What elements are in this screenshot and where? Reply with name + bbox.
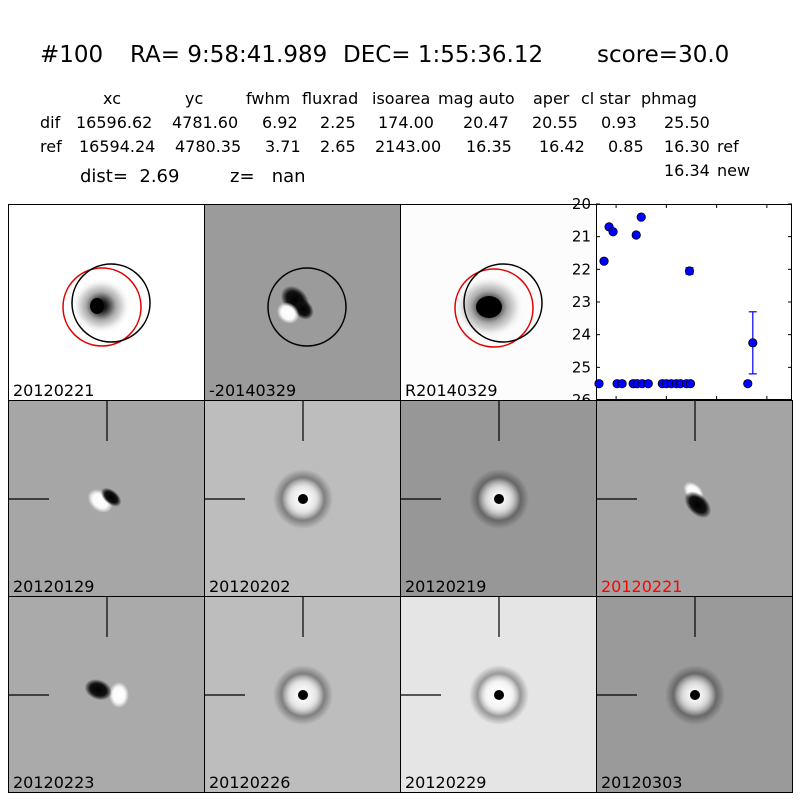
dif-fwhm: 6.92 — [262, 113, 298, 132]
diff-aperture-circle — [267, 267, 347, 347]
y-tick-label: 25 — [572, 358, 591, 376]
data-point — [617, 379, 627, 389]
data-point — [599, 256, 609, 266]
data-point — [636, 212, 646, 222]
ref-fluxrad: 2.65 — [320, 137, 356, 156]
panel-label: -20140329 — [209, 381, 297, 400]
stamp-panel-20120129: 20120129 — [8, 400, 205, 597]
dif-isoarea: 174.00 — [378, 113, 434, 132]
dif-phmag: 25.50 — [664, 113, 710, 132]
new-aperture-circle — [463, 263, 543, 343]
ref-mag-auto: 16.35 — [466, 137, 512, 156]
stamp-panel-20120226: 20120226 — [204, 596, 401, 793]
score-value: score=30.0 — [597, 42, 730, 68]
dif-aper: 20.55 — [532, 113, 578, 132]
ref-tag: ref — [717, 137, 739, 156]
panel-label: 20120221 — [601, 577, 683, 596]
panel-label: 20120229 — [405, 773, 487, 792]
y-tick-label: 22 — [572, 260, 591, 278]
col-fluxrad: fluxrad — [302, 89, 359, 108]
panel-label: 20120223 — [13, 773, 95, 792]
data-point — [608, 227, 618, 237]
panel-label: 20120226 — [209, 773, 291, 792]
z-value: z= nan — [230, 166, 306, 187]
data-point — [594, 379, 604, 389]
y-tick-label: 23 — [572, 293, 591, 311]
dif-cl-star: 0.93 — [601, 113, 637, 132]
stamp-panel-20120229: 20120229 — [400, 596, 597, 793]
dif-yc: 4781.60 — [172, 113, 239, 132]
col-aper: aper — [533, 89, 570, 108]
row-label-ref: ref — [40, 137, 62, 156]
dif-xc: 16596.62 — [76, 113, 153, 132]
ref-aper: 16.42 — [539, 137, 585, 156]
data-point — [743, 379, 753, 389]
y-tick-label: 20 — [572, 195, 591, 213]
panel-label: 20120129 — [13, 577, 95, 596]
ref-aperture-circle — [454, 268, 534, 348]
ref-isoarea: 2143.00 — [375, 137, 442, 156]
dist-value: dist= 2.69 — [80, 166, 180, 187]
panel-label: 20120219 — [405, 577, 487, 596]
ref-xc: 16594.24 — [79, 137, 156, 156]
plot-frame — [596, 204, 792, 400]
new-tag: new — [717, 161, 751, 180]
y-tick-label: 21 — [572, 228, 591, 246]
new-phmag: 16.34 — [664, 161, 710, 180]
panel-label: 20120303 — [601, 773, 683, 792]
col-phmag: phmag — [641, 89, 697, 108]
candidate-id: #100 — [40, 42, 104, 68]
ref-phmag: 16.30 — [664, 137, 710, 156]
col-isoarea: isoarea — [372, 89, 431, 108]
data-point — [685, 379, 696, 389]
ref-yc: 4780.35 — [175, 137, 242, 156]
dif-fluxrad: 2.25 — [320, 113, 356, 132]
stamp-panel-20120221: 20120221 — [596, 400, 793, 597]
data-point — [631, 230, 641, 240]
data-point — [643, 379, 653, 389]
stamp-panel-ref-R20140329: R20140329 — [400, 204, 597, 401]
row-label-dif: dif — [40, 113, 61, 132]
panel-label: R20140329 — [405, 381, 498, 400]
stamp-panel-20120202: 20120202 — [204, 400, 401, 597]
dif-mag-auto: 20.47 — [463, 113, 509, 132]
stamp-panel-20120223: 20120223 — [8, 596, 205, 793]
ref-cl-star: 0.85 — [608, 137, 644, 156]
col-mag-auto: mag auto — [438, 89, 515, 108]
ref-fwhm: 3.71 — [265, 137, 301, 156]
stamp-panel-20120219: 20120219 — [400, 400, 597, 597]
stamp-panel-diff-20140329: -20140329 — [204, 204, 401, 401]
col-yc: yc — [185, 89, 204, 108]
panel-label: 20120221 — [13, 381, 95, 400]
col-cl-star: cl star — [581, 89, 631, 108]
col-xc: xc — [103, 89, 121, 108]
data-point — [684, 266, 695, 276]
ra-value: RA= 9:58:41.989 — [130, 42, 328, 68]
y-tick-label: 24 — [572, 326, 591, 344]
col-fwhm: fwhm — [246, 89, 291, 108]
ref-aperture-circle — [62, 267, 142, 347]
new-aperture-circle — [71, 263, 151, 343]
data-point — [748, 338, 758, 348]
light-curve-plot: 20212223242526-50050100 — [572, 195, 792, 422]
panel-label: 20120202 — [209, 577, 291, 596]
dec-value: DEC= 1:55:36.12 — [343, 42, 544, 68]
stamp-panel-20120303: 20120303 — [596, 596, 793, 793]
stamp-panel-ref-20120221: 20120221 — [8, 204, 205, 401]
